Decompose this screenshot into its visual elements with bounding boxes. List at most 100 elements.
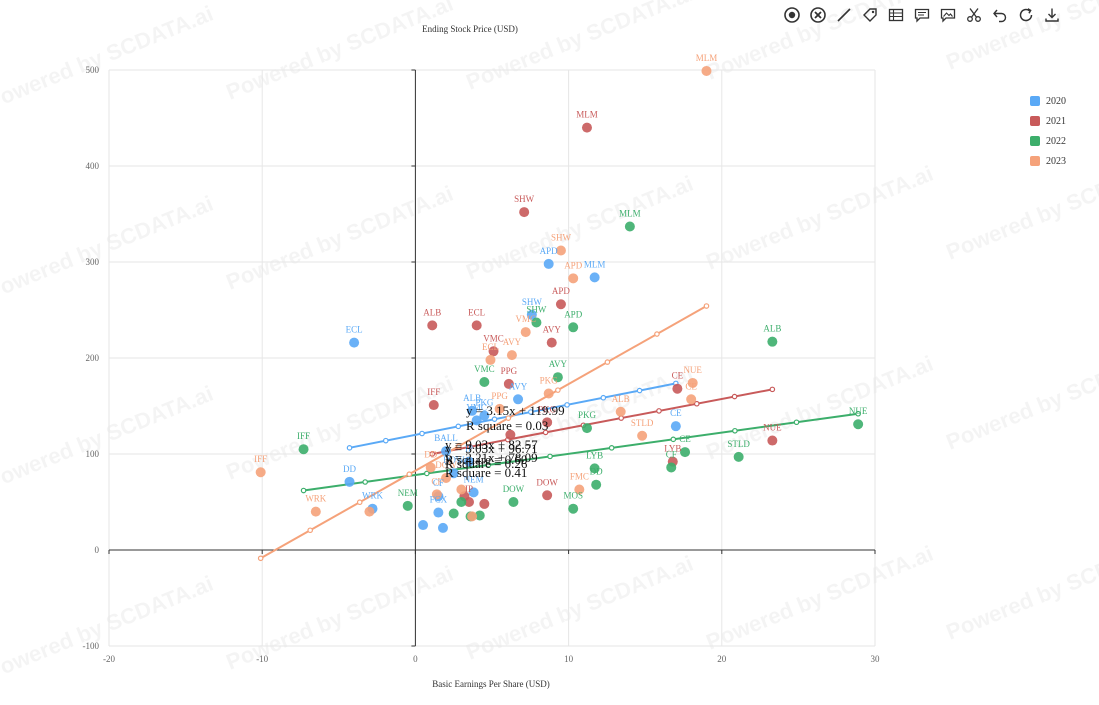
tag-icon[interactable] xyxy=(859,4,881,26)
data-point-2023 xyxy=(425,462,436,473)
data-point-2022 xyxy=(474,510,485,521)
x-tick-label: -10 xyxy=(256,654,268,664)
trend-marker-2020 xyxy=(419,430,425,437)
comment-image-icon[interactable] xyxy=(937,4,959,26)
legend-item-2021[interactable]: 2021 xyxy=(1030,111,1066,131)
data-point-2022 xyxy=(591,479,602,490)
data-label-2022: DD xyxy=(590,467,603,477)
data-label-2023: DD xyxy=(424,449,437,459)
data-label-2023: WRK xyxy=(305,494,326,504)
data-label-2023: AVY xyxy=(503,337,522,347)
trend-marker-2021 xyxy=(542,429,549,436)
trend-r-square-2020: R square = 0.03 xyxy=(466,418,548,433)
data-label-2020: ECL xyxy=(346,325,363,335)
comment-icon[interactable] xyxy=(911,4,933,26)
data-label-2020: PKG xyxy=(475,398,494,408)
table-icon[interactable] xyxy=(885,4,907,26)
x-tick-label: 30 xyxy=(871,654,881,664)
y-axis-title: Ending Stock Price (USD) xyxy=(422,24,518,34)
cut-icon[interactable] xyxy=(963,4,985,26)
data-label-2023: IFF xyxy=(254,454,267,464)
data-label-2020: CE xyxy=(670,408,682,418)
data-point-2022 xyxy=(531,317,542,328)
data-label-2021: ALB xyxy=(423,307,441,317)
chart-legend: 2020 2021 2022 2023 xyxy=(1030,91,1066,171)
x-tick-label: -20 xyxy=(103,654,115,664)
watermark-text: Powered by SCDATA.ai xyxy=(943,531,1099,645)
trend-marker-2023 xyxy=(356,499,363,506)
legend-label: 2021 xyxy=(1046,115,1066,127)
download-icon[interactable] xyxy=(1041,4,1063,26)
draw-line-icon[interactable] xyxy=(833,4,855,26)
trend-marker-2023 xyxy=(456,443,462,449)
data-label-2022: VMC xyxy=(474,364,495,374)
trend-marker-2020 xyxy=(564,402,570,408)
trend-marker-2023 xyxy=(555,387,561,393)
data-label-2023: NUE xyxy=(683,365,702,375)
data-label-2022: SHW xyxy=(526,304,547,314)
trend-r-square-2021: R square = 0.26 xyxy=(445,456,528,471)
data-point-2022 xyxy=(666,462,677,473)
watermark-text: Powered by SCDATA.ai xyxy=(223,181,457,295)
data-point-2021 xyxy=(503,378,514,389)
watermark-text: Powered by SCDATA.ai xyxy=(0,1,217,115)
legend-item-2023[interactable]: 2023 xyxy=(1030,151,1066,171)
refresh-icon[interactable] xyxy=(1015,4,1037,26)
data-label-2021: APD xyxy=(552,286,571,296)
data-label-2022: STLD xyxy=(727,439,750,449)
trend-marker-2021 xyxy=(429,451,436,457)
trend-marker-2020 xyxy=(491,416,498,422)
legend-item-2022[interactable]: 2022 xyxy=(1030,131,1066,151)
data-label-2020: VMC xyxy=(466,402,487,412)
legend-swatch xyxy=(1030,156,1040,166)
legend-item-2020[interactable]: 2020 xyxy=(1030,91,1066,111)
data-point-2022 xyxy=(853,419,864,430)
watermark-text: Powered by SCDATA.ai xyxy=(703,541,937,655)
data-point-2023 xyxy=(431,489,442,500)
data-label-2021: CE xyxy=(672,371,684,381)
data-point-2023 xyxy=(506,350,517,361)
data-point-2023 xyxy=(456,484,467,495)
label-layer: ECLAPDMLMSHWAVYALBPKGVMCCEBALLDDWRKCFFCX… xyxy=(254,53,868,505)
x-axis-title: Basic Earnings Per Share (USD) xyxy=(432,679,549,689)
data-point-2022 xyxy=(589,463,600,474)
data-point-2021 xyxy=(505,429,516,440)
data-label-2022: NEM xyxy=(398,488,418,498)
data-point-2021 xyxy=(542,417,553,428)
data-point-2022 xyxy=(402,500,413,511)
trend-line-2023 xyxy=(260,305,707,560)
watermark-text: Powered by SCDATA.ai xyxy=(463,551,697,665)
data-label-2020: BALL xyxy=(434,433,458,443)
trend-marker-2023 xyxy=(604,359,611,365)
trend-marker-2022 xyxy=(732,427,738,434)
undo-icon[interactable] xyxy=(989,4,1011,26)
trend-marker-2022 xyxy=(485,462,492,468)
data-label-2021: AVY xyxy=(543,325,562,335)
data-point-2022 xyxy=(624,221,635,232)
data-point-2022 xyxy=(448,508,459,519)
data-point-2021 xyxy=(488,346,499,357)
data-point-2020 xyxy=(479,410,490,421)
data-label-2023: ALB xyxy=(612,394,630,404)
focus-icon[interactable] xyxy=(781,4,803,26)
trend-marker-2021 xyxy=(693,400,700,407)
data-label-2021: SHW xyxy=(514,194,535,204)
trend-marker-2022 xyxy=(855,410,861,417)
data-point-2021 xyxy=(542,490,553,501)
data-point-2022 xyxy=(568,322,579,333)
equation-layer: y = 3.15x + 119.99R square = 0.03 y = 3.0… xyxy=(445,403,565,480)
trend-marker-2020 xyxy=(455,423,462,430)
y-tick-label: 100 xyxy=(86,449,100,459)
trend-marker-2022 xyxy=(300,487,307,494)
trend-marker-2020 xyxy=(636,387,643,394)
data-point-2022 xyxy=(456,497,467,507)
data-label-2023: CE xyxy=(685,381,697,391)
clear-icon[interactable] xyxy=(807,4,829,26)
data-point-2022 xyxy=(508,497,519,507)
data-label-2020: FCX xyxy=(430,495,448,505)
data-point-2023 xyxy=(255,467,266,478)
trend-marker-2022 xyxy=(608,445,615,451)
data-point-2023 xyxy=(441,473,452,483)
data-point-2020 xyxy=(433,507,444,518)
